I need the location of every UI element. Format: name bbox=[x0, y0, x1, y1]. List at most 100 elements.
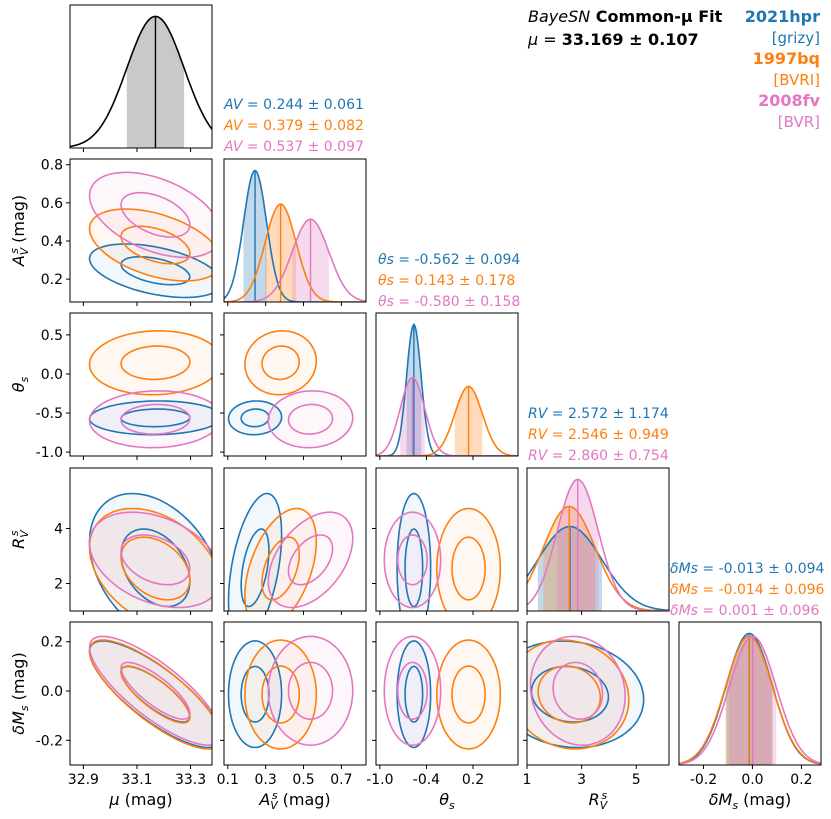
label-part: V bbox=[270, 799, 279, 812]
stat-label: AV = bbox=[223, 118, 263, 134]
label-part: s bbox=[18, 376, 31, 382]
contour-2sigma-theta-dm-2008fv bbox=[383, 635, 442, 747]
stat-dm-1997bq: δMs = -0.014 ± 0.096 bbox=[670, 582, 825, 598]
label-part: R bbox=[9, 538, 28, 549]
chart-title: BayeSN Common-μ Fit bbox=[528, 7, 723, 26]
label-part: s bbox=[601, 789, 607, 802]
stat-theta-2021hpr: θs = -0.562 ± 0.094 bbox=[378, 252, 520, 268]
contour-2sigma-av-dm-2021hpr bbox=[227, 640, 283, 749]
label-part: s bbox=[272, 789, 278, 802]
stat-label: RV = bbox=[528, 406, 568, 422]
legend-bands-2021hpr: [grizy] bbox=[772, 29, 820, 47]
x-tick-label-dm: 0.2 bbox=[790, 772, 812, 788]
panel-frame-4-0 bbox=[69, 621, 213, 766]
panel-frame-1-1 bbox=[223, 158, 367, 303]
y-tick-label-rv: 4 bbox=[54, 522, 63, 538]
x-tick-label-theta: -1.0 bbox=[366, 772, 393, 788]
contour-1sigma-mu-rv-1997bq bbox=[120, 536, 191, 601]
panel-frame-4-3 bbox=[526, 621, 670, 766]
density-fill-theta-dm-2021hpr bbox=[397, 640, 431, 748]
x-axis-label-rv: RVs bbox=[589, 789, 609, 812]
text-layer: 32.9 33.1 33.3 0.1 0.3 0.5 0.7 -1.0 -0.4 0.2 1 3 5 -0… bbox=[8, 7, 825, 812]
posterior-curve-dm-2008fv bbox=[679, 635, 821, 765]
stat-value: 0.001 ± 0.096 bbox=[719, 603, 820, 619]
x-tick-label-rv: 5 bbox=[632, 772, 641, 788]
label-part: θ bbox=[439, 790, 449, 809]
contour-2sigma-rv-dm-2008fv bbox=[529, 635, 626, 747]
legend-name-2021hpr: 2021hpr bbox=[745, 7, 820, 26]
label-part: V bbox=[18, 529, 31, 538]
y-axis-label-av: AVs (mag) bbox=[8, 195, 31, 267]
density-fill-av-dm-2021hpr bbox=[228, 640, 282, 748]
density-fill-mu-dm-2008fv bbox=[89, 636, 212, 746]
x-tick-label-rv: 3 bbox=[577, 772, 586, 788]
x-axis-label-mu: μ (mag) bbox=[108, 790, 172, 809]
panel-frame-3-3 bbox=[526, 467, 670, 612]
density-fill-mu-rv-2008fv bbox=[89, 512, 212, 608]
legend-name-2008fv: 2008fv bbox=[758, 91, 820, 110]
contour-2sigma-mu-theta-1997bq bbox=[88, 330, 212, 396]
contour-2sigma-mu-av-2021hpr bbox=[88, 243, 212, 299]
y-axis-label-rv: RVs bbox=[8, 529, 31, 549]
contour-1sigma-mu-rv-2008fv bbox=[120, 534, 191, 586]
label-part: μ bbox=[108, 790, 119, 809]
y-axis-label-dm: δMs (mag) bbox=[9, 652, 31, 734]
x-tick-label-av: 0.7 bbox=[330, 772, 352, 788]
stat-value: -0.014 ± 0.096 bbox=[719, 582, 825, 598]
contour-2sigma-theta-rv-1997bq bbox=[435, 507, 502, 611]
contour-1sigma-av-theta-2021hpr bbox=[240, 408, 270, 428]
panel-frame-4-1 bbox=[223, 621, 367, 766]
y-tick-label-dm: 0.0 bbox=[41, 684, 63, 700]
label-part: R bbox=[589, 790, 600, 809]
stat-value: 0.143 ± 0.178 bbox=[415, 273, 516, 289]
label-part: θ bbox=[9, 382, 28, 392]
mu-label: μ = bbox=[527, 30, 562, 49]
x-tick-label-theta: -0.4 bbox=[413, 772, 440, 788]
density-fill-theta-dm-1997bq bbox=[436, 640, 501, 749]
contour-2sigma-mu-av-1997bq bbox=[88, 208, 212, 282]
stat-rv-1997bq: RV = 2.546 ± 0.949 bbox=[528, 427, 669, 443]
contour-2sigma-av-theta-2008fv bbox=[267, 390, 354, 449]
density-fill-mu-theta-1997bq bbox=[89, 330, 212, 395]
contour-2sigma-av-dm-2008fv bbox=[267, 635, 354, 747]
panel-frame-2-0 bbox=[69, 312, 213, 457]
x-axis-label-av: AVs (mag) bbox=[258, 789, 330, 812]
x-tick-label-av: 0.3 bbox=[255, 772, 277, 788]
label-part: (mag) bbox=[278, 790, 331, 809]
contour-1sigma-theta-rv-2008fv bbox=[397, 534, 429, 586]
contour-1sigma-av-dm-2008fv bbox=[287, 661, 334, 721]
title-italic: BayeSN bbox=[528, 7, 590, 26]
label-part: V bbox=[600, 799, 609, 812]
contour-1sigma-theta-rv-2021hpr bbox=[404, 528, 424, 608]
contour-1sigma-mu-theta-2008fv bbox=[120, 403, 191, 435]
stat-label: θs = bbox=[378, 273, 415, 289]
x-tick-label-av: 0.1 bbox=[217, 772, 239, 788]
contour-2sigma-theta-rv-2021hpr bbox=[396, 492, 432, 611]
stat-label: AV = bbox=[223, 97, 263, 113]
contour-2sigma-av-rv-2008fv bbox=[267, 511, 354, 609]
y-axis-label-theta: θs bbox=[9, 376, 31, 392]
stat-rv-2021hpr: RV = 2.572 ± 1.174 bbox=[528, 406, 669, 422]
posterior-curve-av-1997bq bbox=[224, 203, 366, 302]
contour-1sigma-theta-dm-1997bq bbox=[451, 665, 486, 724]
contour-2sigma-av-dm-1997bq bbox=[244, 639, 318, 750]
panel-frame-3-2 bbox=[375, 467, 519, 612]
posterior-curve-theta-1997bq bbox=[376, 385, 518, 456]
stat-value: 0.537 ± 0.097 bbox=[263, 139, 364, 155]
stat-theta-1997bq: θs = 0.143 ± 0.178 bbox=[378, 273, 515, 289]
y-tick-label-theta: 0.5 bbox=[41, 328, 63, 344]
label-part: (mag) bbox=[9, 652, 28, 705]
contour-1sigma-rv-dm-1997bq bbox=[537, 665, 602, 724]
label-part: s bbox=[18, 705, 31, 711]
stat-rv-2008fv: RV = 2.860 ± 0.754 bbox=[528, 448, 669, 464]
label-part: (mag) bbox=[9, 195, 28, 248]
stat-label: δMs = bbox=[670, 582, 719, 598]
contour-1sigma-av-rv-1997bq bbox=[261, 536, 300, 601]
stat-label: δMs = bbox=[670, 603, 719, 619]
stat-dm-2021hpr: δMs = -0.013 ± 0.094 bbox=[670, 561, 825, 577]
stat-value: -0.580 ± 0.158 bbox=[415, 294, 521, 310]
posterior-curve-theta-2008fv bbox=[376, 376, 518, 456]
panel-frame-3-1 bbox=[223, 467, 367, 612]
contour-1sigma-av-theta-2008fv bbox=[287, 403, 334, 435]
